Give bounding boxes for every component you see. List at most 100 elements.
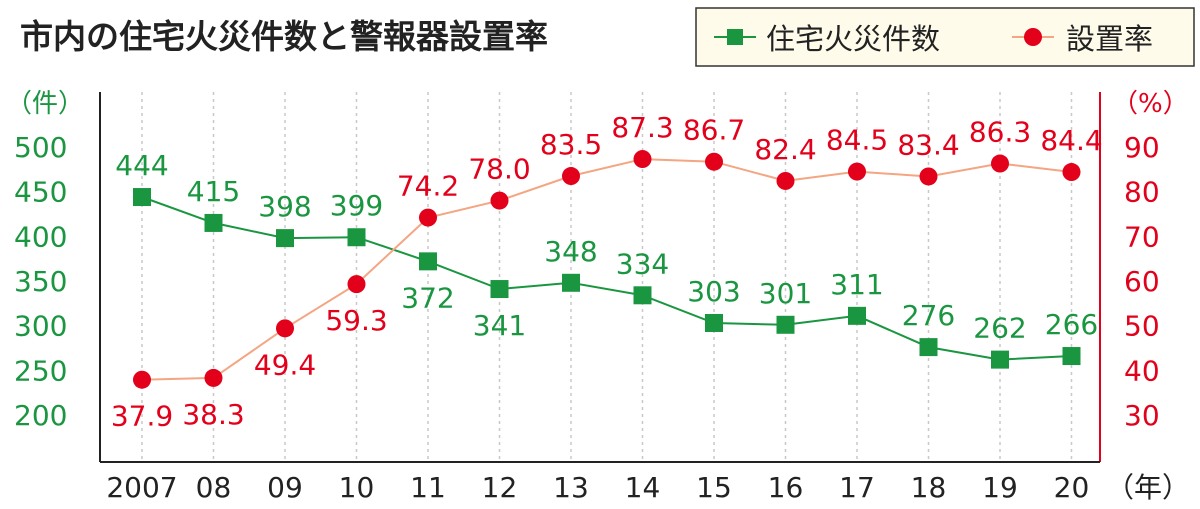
install-rate-label: 74.2: [397, 170, 459, 203]
install-rate-label: 86.7: [683, 114, 745, 147]
install-rate-marker: [991, 154, 1009, 173]
fire-count-marker: [419, 252, 437, 271]
fire-count-marker: [562, 273, 580, 292]
right-tick-label: 70: [1124, 220, 1160, 253]
fire-count-label: 334: [616, 247, 669, 280]
right-tick-label: 90: [1124, 131, 1160, 164]
fire-count-marker: [276, 229, 294, 248]
x-tick-label: 15: [696, 471, 732, 504]
series-line-1: [141, 196, 1072, 361]
install-rate-label: 87.3: [611, 111, 673, 144]
fire-count-marker: [776, 315, 795, 334]
fire-count-label: 444: [115, 149, 168, 182]
left-tick-label: 200: [14, 399, 67, 432]
x-tick-label: 17: [839, 471, 875, 504]
fire-count-marker: [1062, 347, 1081, 366]
x-tick-label: 13: [553, 471, 589, 504]
legend: 住宅火災件数 設置率: [695, 7, 1195, 67]
legend-fire-marker: [727, 29, 743, 45]
left-axis-unit: （件）: [6, 89, 84, 119]
fire-count-label: 301: [759, 277, 812, 310]
fire-count-label: 399: [330, 189, 383, 222]
install-rate-label: 82.4: [754, 133, 816, 166]
install-rate-label: 84.5: [826, 124, 888, 157]
x-tick-label: 19: [982, 471, 1018, 504]
x-tick-label: 08: [196, 471, 232, 504]
left-tick-label: 350: [14, 265, 67, 298]
fire-count-marker: [991, 350, 1009, 369]
install-rate-marker: [1062, 163, 1081, 182]
fire-count-marker: [919, 338, 938, 357]
fire-count-label: 266: [1045, 308, 1098, 341]
install-rate-label: 59.3: [325, 304, 387, 337]
right-axis-unit: （%）: [1112, 89, 1189, 119]
fire-count-marker: [133, 188, 151, 207]
install-rate-label: 38.3: [182, 398, 244, 431]
fire-count-label: 341: [473, 309, 526, 342]
fire-count-label: 348: [544, 235, 597, 268]
x-tick-label: 2007: [106, 471, 177, 504]
right-tick-label: 50: [1124, 310, 1160, 343]
legend-box: [695, 7, 1195, 67]
right-tick-label: 80: [1124, 176, 1160, 209]
legend-rate-marker: [1024, 28, 1042, 46]
install-rate-label: 84.4: [1040, 124, 1102, 157]
install-rate-marker: [276, 319, 294, 338]
fire-count-marker: [848, 306, 866, 325]
install-rate-marker: [776, 171, 795, 190]
data-labels: 444 415 398 399 372 341 348 334 303 301 311 276 262 2…: [111, 111, 1103, 433]
x-tick-label: 10: [339, 471, 375, 504]
install-rate-label: 49.4: [254, 348, 316, 381]
install-rate-marker: [419, 208, 437, 227]
fire-count-marker: [705, 313, 723, 332]
install-rate-marker: [919, 167, 938, 186]
fire-count-label: 415: [187, 175, 240, 208]
left-tick-label: 400: [14, 220, 67, 253]
right-tick-label: 40: [1124, 354, 1160, 387]
fire-count-label: 372: [401, 281, 454, 314]
install-rate-marker: [347, 275, 366, 294]
install-rate-label: 83.5: [540, 128, 602, 161]
fire-count-marker: [347, 228, 366, 247]
install-rate-label: 78.0: [468, 153, 530, 186]
install-rate-label: 86.3: [969, 116, 1031, 149]
right-tick-labels: 90 80 70 60 50 40 30: [1124, 131, 1160, 432]
fire-count-label: 303: [687, 275, 740, 308]
install-rate-marker: [848, 162, 866, 181]
left-tick-labels: 500 450 400 350 300 250 200: [14, 131, 67, 432]
left-tick-label: 450: [14, 176, 67, 209]
left-tick-label: 250: [14, 354, 67, 387]
x-tick-label: 14: [625, 471, 661, 504]
series-markers: [133, 150, 1081, 389]
install-rate-marker: [562, 167, 580, 186]
fire-count-label: 398: [258, 190, 311, 223]
series-line-2: [141, 158, 1072, 381]
install-rate-marker: [490, 191, 509, 210]
x-tick-label: 20: [1054, 471, 1090, 504]
fire-count-marker: [633, 286, 652, 305]
install-rate-marker: [204, 368, 223, 387]
install-rate-label: 83.4: [897, 128, 959, 161]
install-rate-marker: [133, 370, 151, 389]
x-tick-label: 16: [768, 471, 804, 504]
x-tick-label: 11: [410, 471, 446, 504]
legend-rate-label: 設置率: [1066, 22, 1153, 56]
x-tick-labels: 2007 08 09 10 11 12 13 14 15 16 17 18 19 20: [106, 471, 1089, 504]
fire-count-label: 311: [830, 268, 883, 301]
x-tick-label: 18: [911, 471, 947, 504]
right-tick-label: 60: [1124, 265, 1160, 298]
right-tick-label: 30: [1124, 399, 1160, 432]
left-tick-label: 300: [14, 310, 67, 343]
x-axis-unit: （年）: [1106, 471, 1190, 504]
legend-fire-label: 住宅火災件数: [766, 22, 940, 56]
fire-count-marker: [204, 213, 223, 232]
x-tick-label: 09: [267, 471, 303, 504]
install-rate-marker: [633, 150, 652, 169]
fire-count-label: 262: [973, 312, 1026, 345]
chart-title: 市内の住宅火災件数と警報器設置率: [20, 17, 548, 56]
install-rate-label: 37.9: [111, 400, 173, 433]
install-rate-marker: [705, 152, 723, 171]
fire-count-label: 276: [902, 299, 955, 332]
